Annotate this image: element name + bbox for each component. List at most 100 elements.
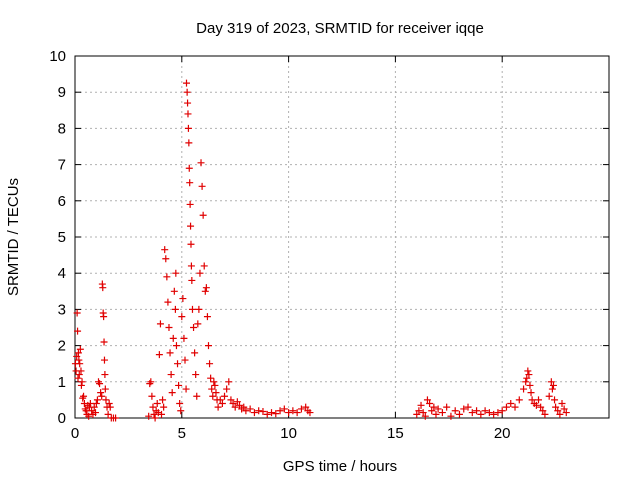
data-point (163, 273, 171, 281)
data-point (167, 371, 175, 379)
data-point (147, 378, 155, 386)
data-point (100, 313, 108, 321)
data-point (221, 392, 229, 400)
data-point (212, 389, 220, 397)
data-point (434, 405, 442, 413)
data-point (537, 403, 545, 411)
data-point (196, 269, 204, 277)
data-point (520, 385, 528, 393)
data-point (551, 396, 559, 404)
data-point (102, 396, 110, 404)
data-point (528, 396, 536, 404)
x-tick-label: 5 (178, 425, 186, 442)
data-point (211, 381, 219, 389)
data-point (532, 401, 540, 409)
data-point (73, 309, 81, 317)
data-point (156, 320, 164, 328)
data-point (242, 407, 250, 415)
data-point (263, 410, 271, 418)
data-point (181, 356, 189, 364)
data-point (413, 410, 421, 418)
data-point (197, 159, 205, 167)
data-point (556, 410, 564, 418)
data-point (198, 182, 206, 190)
data-point (175, 381, 183, 389)
y-tick-label: 3 (58, 301, 66, 318)
data-point (184, 124, 192, 132)
data-point (76, 345, 84, 353)
data-point (77, 381, 85, 389)
chart-title: Day 319 of 2023, SRMTID for receiver iqq… (196, 20, 484, 37)
x-tick-label: 15 (387, 425, 404, 442)
data-point (451, 407, 459, 415)
data-point (558, 400, 566, 408)
y-tick-label: 7 (58, 157, 66, 174)
data-point (77, 367, 85, 375)
data-point (185, 139, 193, 147)
grid (75, 56, 609, 418)
data-point (206, 360, 214, 368)
data-point (187, 262, 195, 270)
data-point (176, 400, 184, 408)
data-point (207, 374, 215, 382)
data-point (149, 403, 157, 411)
data-point (97, 389, 105, 397)
data-point (74, 374, 82, 382)
data-point (255, 407, 263, 415)
data-point (438, 409, 446, 417)
data-point (494, 409, 502, 417)
data-point (98, 392, 106, 400)
data-point (554, 407, 562, 415)
data-point (184, 110, 192, 118)
data-point (289, 407, 297, 415)
data-point (183, 88, 191, 96)
data-point (549, 381, 557, 389)
data-point (502, 403, 510, 411)
data-point (182, 385, 190, 393)
data-point (200, 262, 208, 270)
data-point (432, 410, 440, 418)
data-point (428, 407, 436, 415)
data-point (187, 240, 195, 248)
y-tick-label: 6 (58, 193, 66, 210)
data-point (205, 342, 212, 350)
x-tick-label: 10 (280, 425, 297, 442)
data-point (560, 405, 568, 413)
data-point (201, 287, 209, 295)
data-point (73, 352, 81, 360)
data-point (562, 409, 570, 417)
data-point (460, 405, 468, 413)
data-points (71, 79, 570, 422)
data-point (188, 276, 196, 284)
data-point (171, 305, 179, 313)
data-point (426, 400, 434, 408)
data-point (511, 403, 519, 411)
data-point (250, 409, 258, 417)
data-point (74, 327, 82, 335)
data-point (455, 410, 463, 418)
data-point (202, 284, 210, 292)
data-point (177, 407, 185, 415)
data-point (112, 414, 120, 422)
data-point (179, 295, 187, 303)
data-point (145, 412, 153, 420)
data-point (92, 409, 100, 417)
data-point (165, 324, 173, 331)
data-point (99, 284, 107, 292)
data-point (166, 349, 174, 357)
data-point (172, 269, 180, 277)
data-point (193, 392, 201, 400)
data-point (172, 342, 180, 350)
data-point (231, 403, 239, 411)
data-point (190, 324, 198, 331)
data-point (210, 378, 218, 386)
x-axis-label: GPS time / hours (283, 458, 397, 475)
data-point (182, 79, 190, 87)
data-point (276, 407, 284, 415)
data-point (93, 396, 101, 404)
y-tick-label: 10 (49, 48, 66, 65)
ticks: 0 1 2 3 4 5 6 7 8 9 10 0 5 10 15 20 (49, 48, 609, 442)
y-tick-label: 0 (58, 410, 66, 427)
data-point (164, 298, 172, 306)
